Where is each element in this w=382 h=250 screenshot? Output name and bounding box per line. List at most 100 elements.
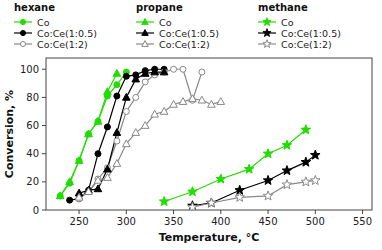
data-point: [216, 174, 226, 183]
y-axis-label: Conversion, %: [3, 90, 16, 178]
legend-marker: [20, 41, 25, 46]
data-point: [188, 187, 198, 196]
data-point: [104, 165, 112, 172]
data-point: [161, 69, 167, 75]
legend-label: Co:Ce(1:2): [281, 39, 332, 50]
data-point: [179, 98, 187, 105]
legend-marker: [263, 18, 271, 26]
legend-label: Co: [159, 17, 172, 28]
y-tick: [42, 125, 46, 126]
x-tick-label: 350: [164, 216, 183, 227]
series-line: [60, 73, 117, 195]
y-tick-label: 0: [33, 205, 39, 216]
x-tick-label: 500: [306, 216, 325, 227]
legend-marker: [142, 30, 148, 36]
data-point: [311, 150, 321, 159]
legend-label: Co:Ce(1:0.5): [281, 28, 341, 39]
legend-label: Co:Ce(1:2): [37, 39, 88, 50]
y-tick-label: 80: [26, 92, 39, 103]
data-point: [301, 177, 311, 186]
x-tick: [315, 210, 316, 214]
y-tick-label: 20: [26, 176, 39, 187]
data-point: [189, 95, 197, 102]
legend-marker: [20, 30, 25, 35]
data-point: [114, 93, 120, 99]
data-point: [123, 73, 129, 79]
legend-label: Co:Ce(1:2): [159, 39, 210, 50]
legend-marker: [20, 19, 25, 24]
x-tick: [126, 210, 127, 214]
x-tick-label: 450: [259, 216, 278, 227]
x-tick-label: 300: [117, 216, 136, 227]
x-tick-label: 400: [211, 216, 230, 227]
data-point: [85, 130, 93, 137]
x-tick: [268, 210, 269, 214]
data-point: [263, 175, 273, 184]
data-point: [159, 197, 169, 206]
data-point: [57, 193, 63, 199]
data-point: [123, 140, 131, 147]
data-point: [151, 110, 159, 117]
legend-marker: [263, 40, 271, 48]
series-line: [79, 69, 202, 198]
data-point: [142, 79, 148, 85]
data-point: [151, 68, 159, 75]
data-point: [75, 193, 83, 200]
data-point: [235, 192, 245, 201]
data-point: [263, 149, 273, 158]
legend-label: Co: [281, 17, 294, 28]
legend-group-title: propane: [136, 2, 183, 13]
legend-label: Co:Ce(1:0.5): [159, 28, 219, 39]
x-tick-label: 250: [70, 216, 89, 227]
data-point: [141, 122, 149, 129]
data-point: [113, 129, 121, 136]
data-point: [123, 93, 131, 100]
data-point: [160, 68, 168, 75]
data-point: [198, 96, 206, 103]
data-point: [104, 124, 110, 130]
data-point: [208, 100, 216, 107]
y-tick: [42, 181, 46, 182]
x-tick-label: 550: [353, 216, 372, 227]
data-point: [207, 198, 217, 207]
data-point: [141, 69, 149, 76]
data-point: [86, 131, 92, 137]
y-tick-label: 60: [26, 120, 39, 131]
legend-marker: [263, 29, 271, 37]
data-point: [114, 138, 120, 144]
data-point: [171, 66, 177, 72]
data-point: [282, 166, 292, 175]
data-point: [94, 117, 102, 124]
data-point: [282, 140, 292, 149]
data-point: [95, 118, 101, 124]
data-point: [180, 66, 186, 72]
data-point: [113, 69, 121, 76]
legend-label: Co:Ce(1:0.5): [37, 28, 97, 39]
data-point: [160, 107, 168, 114]
series-line: [60, 72, 126, 196]
series-line: [79, 72, 164, 193]
data-point: [217, 98, 225, 105]
data-point: [85, 188, 93, 195]
x-tick: [362, 210, 363, 214]
legend-marker: [142, 19, 148, 25]
data-point: [244, 164, 254, 173]
data-point: [170, 100, 178, 107]
legend-group-title: hexane: [14, 2, 55, 13]
chart: 250300350400450500550020406080100Tempera…: [0, 0, 382, 250]
y-tick: [42, 97, 46, 98]
plot-frame: [46, 58, 372, 210]
data-point: [132, 75, 140, 82]
legend-marker: [142, 41, 148, 47]
x-tick: [173, 210, 174, 214]
data-point: [282, 180, 292, 189]
y-tick-label: 100: [20, 64, 39, 75]
data-point: [75, 157, 83, 164]
series-line: [192, 180, 315, 207]
data-point: [94, 176, 102, 183]
data-point: [207, 198, 217, 207]
legend-group-title: methane: [258, 2, 308, 13]
data-point: [76, 158, 82, 164]
x-tick: [220, 210, 221, 214]
series-line: [164, 130, 306, 202]
